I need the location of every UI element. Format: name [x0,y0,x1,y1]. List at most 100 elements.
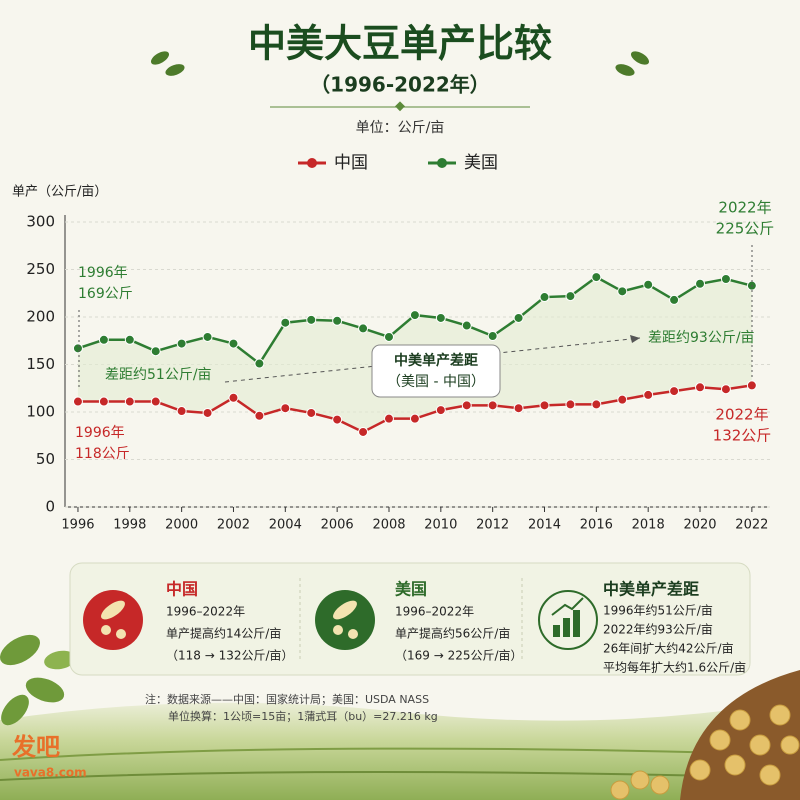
point [409,310,420,321]
point [98,396,109,407]
point [358,323,369,334]
y-tick-label: 0 [45,498,55,516]
point [539,292,550,303]
point [306,314,317,325]
point [228,338,239,349]
annotation: 132公斤 [713,427,772,445]
card-line: （169 → 225公斤/亩） [395,648,523,663]
unit-note: 单位：公斤/亩 [356,119,445,136]
annotation-box [371,344,501,398]
point [617,286,628,297]
gap-icon [538,590,598,650]
x-tick-label: 1996 [61,518,94,533]
point [150,396,161,407]
point [332,315,343,326]
x-tick-label: 2020 [683,518,716,533]
y-tick-label: 200 [26,308,55,326]
point [409,413,420,424]
point [98,334,109,345]
point [617,394,628,405]
x-tick-label: 2004 [269,518,302,533]
note: 注：数据来源——中国：国家统计局；美国：USDA NASS [145,692,429,706]
point [254,358,265,369]
annotation: 1996年 [78,265,128,281]
annotation: 中美单产差距 [394,352,478,369]
x-tick-label: 2014 [528,518,561,533]
point [228,392,239,403]
point [669,294,680,305]
point [202,407,213,418]
card-line: 1996–2022年 [166,605,245,619]
x-tick-label: 1998 [113,518,146,533]
annotation: 差距约93公斤/亩 [648,329,755,346]
point [435,312,446,323]
x-tick-label: 2016 [580,518,613,533]
x-tick-label: 2010 [424,518,457,533]
card-line: 单产提高约56公斤/亩 [395,626,510,641]
point [643,279,654,290]
point [358,426,369,437]
watermark-url: vava8.com [14,766,87,780]
point [669,386,680,397]
annotation: 118公斤 [75,446,130,462]
point [695,278,706,289]
point [720,274,731,284]
x-tick-label: 2012 [476,518,509,533]
x-tick-label: 2008 [372,518,405,533]
point [435,405,446,416]
annotation: （美国 - 中国） [387,374,485,390]
legend-dot [437,158,447,168]
point [746,380,757,391]
title-leaves [150,51,650,76]
point [487,331,498,341]
y-tick-label: 150 [26,355,55,373]
china-icon [83,590,143,650]
point [461,400,472,411]
point [539,400,550,411]
point [124,396,135,407]
point [176,338,187,349]
annotation: 1996年 [75,425,125,441]
bean-icons [101,600,358,639]
point [565,291,576,302]
point [720,384,731,395]
beans [610,704,800,800]
card-title: 美国 [395,580,427,599]
point [150,346,161,357]
card-line: 2022年约93公斤/亩 [603,622,713,637]
x-tick-label: 2006 [321,518,354,533]
point [202,331,213,342]
point [332,414,343,425]
point [306,407,317,418]
annotation: 225公斤 [716,220,775,238]
card-line: 1996–2022年 [395,605,474,619]
point [280,317,291,328]
y-tick-label: 50 [36,450,55,468]
watermark: 发吧 [11,733,60,761]
card-line: 1996年约51公斤/亩 [603,603,713,618]
field [0,700,800,800]
point [513,403,524,414]
arrow-head [630,335,640,343]
card-title: 中美单产差距 [603,580,699,599]
point [280,403,291,414]
card-line: （118 → 132公斤/亩） [166,648,294,663]
card-line: 平均每年扩大约1.6公斤/亩 [603,660,746,675]
point [461,320,472,331]
annotation: 169公斤 [78,286,133,302]
subtitle: （1996-2022年） [310,73,490,97]
point [487,400,498,411]
point [72,396,83,407]
point [591,399,602,410]
point [72,343,83,354]
y-tick-label: 250 [26,260,55,278]
y-tick-label: 100 [26,403,55,421]
field-row [0,747,800,761]
y-tick-label: 300 [26,213,55,231]
x-tick-label: 2018 [632,518,665,533]
annotation: 2022年 [715,406,768,424]
field-row [0,770,800,781]
gap-icon-bars [551,597,584,637]
